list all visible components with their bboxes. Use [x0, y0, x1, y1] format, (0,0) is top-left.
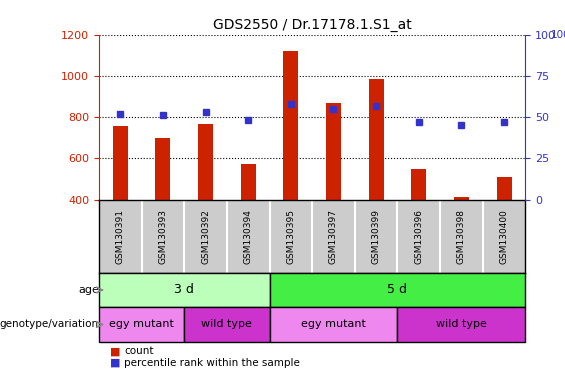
Text: GSM130399: GSM130399	[372, 209, 381, 264]
Text: GSM130397: GSM130397	[329, 209, 338, 264]
Bar	[241, 164, 255, 200]
Bar	[284, 51, 298, 200]
Text: age: age	[78, 285, 99, 295]
Text: 5 d: 5 d	[388, 283, 407, 296]
Text: egy mutant: egy mutant	[301, 319, 366, 329]
Text: 3 d: 3 d	[174, 283, 194, 296]
Bar	[198, 124, 213, 200]
Bar	[99, 273, 270, 307]
Text: ■: ■	[110, 346, 121, 356]
Title: GDS2550 / Dr.17178.1.S1_at: GDS2550 / Dr.17178.1.S1_at	[213, 18, 411, 32]
Text: egy mutant: egy mutant	[109, 319, 174, 329]
Text: GSM130394: GSM130394	[244, 209, 253, 263]
Bar	[497, 177, 511, 200]
Text: 100%: 100%	[551, 30, 565, 40]
Text: GSM130393: GSM130393	[158, 209, 167, 264]
Bar	[411, 169, 426, 200]
Bar	[398, 307, 525, 342]
Text: GSM130398: GSM130398	[457, 209, 466, 264]
Text: GSM130391: GSM130391	[116, 209, 125, 264]
Text: percentile rank within the sample: percentile rank within the sample	[124, 358, 300, 368]
Bar	[270, 307, 398, 342]
Text: wild type: wild type	[201, 319, 253, 329]
Text: GSM130392: GSM130392	[201, 209, 210, 263]
Bar	[326, 103, 341, 200]
Bar	[99, 307, 184, 342]
Text: count: count	[124, 346, 154, 356]
Bar	[369, 79, 384, 200]
Bar	[184, 307, 270, 342]
Bar	[270, 273, 525, 307]
Text: GSM130400: GSM130400	[499, 209, 508, 263]
Bar	[113, 126, 128, 200]
Text: GSM130396: GSM130396	[414, 209, 423, 264]
Text: ■: ■	[110, 358, 121, 368]
Text: GSM130395: GSM130395	[286, 209, 295, 264]
Text: genotype/variation: genotype/variation	[0, 319, 99, 329]
Bar	[155, 138, 170, 200]
Bar	[454, 197, 469, 200]
Text: wild type: wild type	[436, 319, 487, 329]
